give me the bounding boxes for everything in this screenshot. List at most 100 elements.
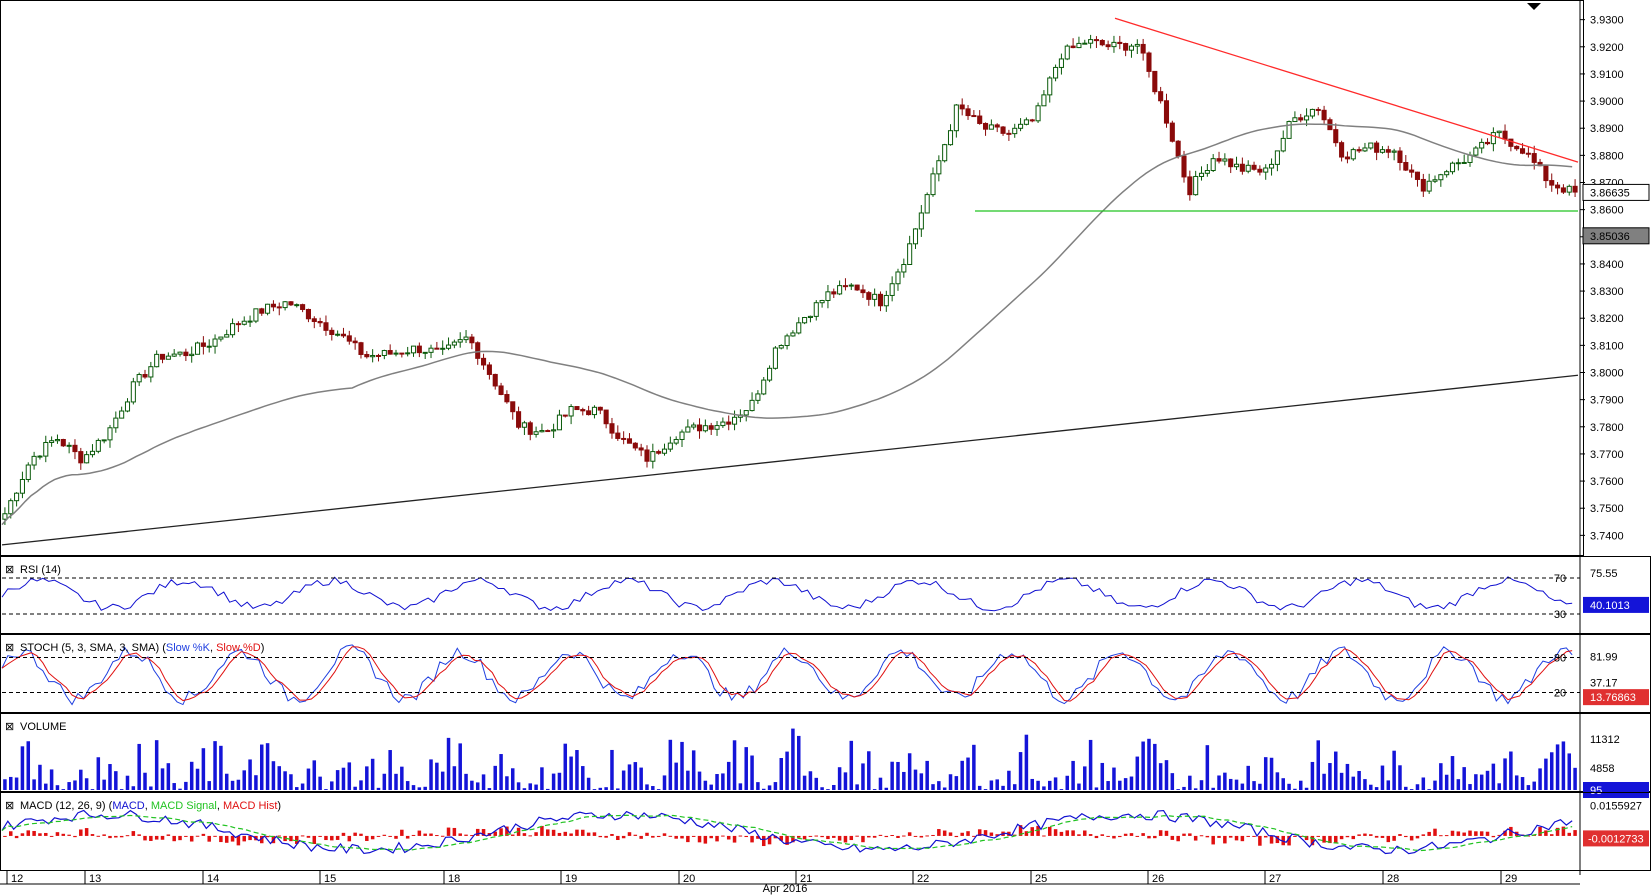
- volume-bar: [843, 772, 848, 790]
- candle-body: [696, 424, 703, 432]
- macd-hist-bar: [1281, 835, 1285, 846]
- volume-bar: [67, 782, 71, 790]
- candle-body: [1473, 147, 1479, 156]
- candle-body: [545, 430, 551, 433]
- candle-body: [1496, 130, 1502, 134]
- volume-bar: [837, 767, 842, 790]
- macd-hist-bar: [1380, 835, 1385, 838]
- candle-body: [1269, 163, 1275, 169]
- volume-bar: [872, 789, 877, 790]
- macd-hist-bar: [499, 828, 503, 836]
- volume-panel-close-icon[interactable]: ⊠: [5, 721, 14, 733]
- macd-hist-bar: [1217, 835, 1221, 838]
- volume-bar: [1164, 760, 1169, 790]
- candle-body: [72, 444, 78, 453]
- candle-body: [247, 320, 253, 323]
- macd-hist-bar: [627, 832, 632, 836]
- volume-bar: [1427, 789, 1431, 790]
- candle-body: [877, 293, 884, 307]
- volume-bar: [411, 785, 416, 790]
- candle-body: [189, 353, 195, 357]
- volume-bar: [458, 743, 462, 790]
- candle-body: [49, 440, 55, 443]
- volume-bar: [1538, 768, 1542, 790]
- candle-body: [1204, 170, 1210, 174]
- volume-bar: [767, 785, 772, 790]
- candle-body: [95, 439, 101, 452]
- candle-body: [148, 366, 154, 378]
- volume-bar: [750, 755, 754, 790]
- candle-body: [305, 308, 311, 320]
- scroll-marker-icon[interactable]: [1527, 3, 1541, 10]
- volume-bar: [335, 770, 340, 790]
- macd-hist-bar: [1030, 827, 1034, 836]
- macd-hist-bar: [884, 835, 889, 838]
- candle-body: [947, 130, 954, 146]
- macd-hist-bar: [872, 835, 877, 838]
- volume-bar: [1036, 780, 1040, 790]
- volume-bar: [960, 760, 964, 790]
- macd-panel-close-icon[interactable]: ⊠: [5, 800, 14, 812]
- candle-body: [1368, 142, 1374, 149]
- volume-bar: [680, 741, 684, 790]
- candle-body: [1198, 172, 1205, 177]
- volume-bar: [1555, 744, 1560, 790]
- macd-hist-bar: [376, 835, 381, 837]
- candle-body: [78, 451, 84, 464]
- x-axis-month-label: Apr 2016: [763, 883, 808, 895]
- macd-hist-bar: [738, 835, 743, 837]
- stoch-panel: 80 20 81.99 37.17 13.76863: [1, 644, 1649, 706]
- candle-body: [912, 228, 919, 245]
- volume-bar: [347, 762, 352, 790]
- macd-hist-bar: [931, 834, 935, 836]
- macd-hist-bar: [581, 829, 585, 836]
- candle-body: [463, 336, 469, 341]
- candle-body: [988, 124, 994, 130]
- candle-body: [1455, 162, 1461, 165]
- rsi-panel-close-icon[interactable]: ⊠: [5, 564, 14, 576]
- macd-hist-bar: [954, 835, 959, 838]
- candle-body: [329, 329, 335, 336]
- candle-body: [813, 302, 819, 317]
- volume-bar: [137, 743, 141, 790]
- candle-body: [953, 104, 959, 132]
- candle-body: [1263, 167, 1269, 173]
- macd-hist-bar: [1141, 833, 1145, 836]
- macd-hist-bar: [1497, 834, 1501, 836]
- candle-body: [918, 212, 924, 230]
- stoch-panel-close-icon[interactable]: ⊠: [5, 642, 14, 654]
- price-tick-label: 3.8200: [1590, 313, 1624, 325]
- volume-bar: [1199, 780, 1204, 790]
- candle-body: [1064, 45, 1070, 60]
- candle-body: [335, 333, 341, 336]
- candle-body: [1088, 39, 1094, 44]
- volume-bar: [1334, 751, 1338, 790]
- candle-body: [1274, 150, 1280, 165]
- candle-body: [1058, 58, 1064, 68]
- stoch-legend-d: Slow %D: [216, 642, 261, 654]
- volume-bar: [954, 776, 959, 790]
- volume-bar: [1211, 787, 1215, 790]
- volume-bar: [703, 780, 708, 790]
- volume-bar: [464, 773, 468, 790]
- candle-body: [375, 354, 382, 357]
- volume-bar: [966, 757, 970, 790]
- volume-bar: [575, 750, 579, 790]
- candle-body: [1175, 140, 1181, 157]
- macd-hist-bar: [709, 835, 713, 839]
- candle-body: [1210, 158, 1216, 172]
- macd-panel: 0.0155927 -0.0012733: [1, 801, 1649, 855]
- stoch-title-text: STOCH (5, 3, SMA, 3, SMA): [20, 642, 159, 654]
- candle-body: [516, 411, 522, 428]
- stoch-axis-value: 37.17: [1590, 677, 1618, 689]
- macd-hist-bar: [598, 835, 603, 838]
- macd-hist-bar: [84, 828, 89, 836]
- volume-bar: [925, 760, 929, 790]
- candle-body: [1099, 39, 1105, 46]
- macd-last-value-tag: [1583, 830, 1649, 847]
- candle-body: [825, 291, 831, 301]
- macd-hist-bar: [300, 835, 305, 837]
- macd-hist-bar: [1205, 835, 1210, 838]
- candle-body: [31, 455, 37, 466]
